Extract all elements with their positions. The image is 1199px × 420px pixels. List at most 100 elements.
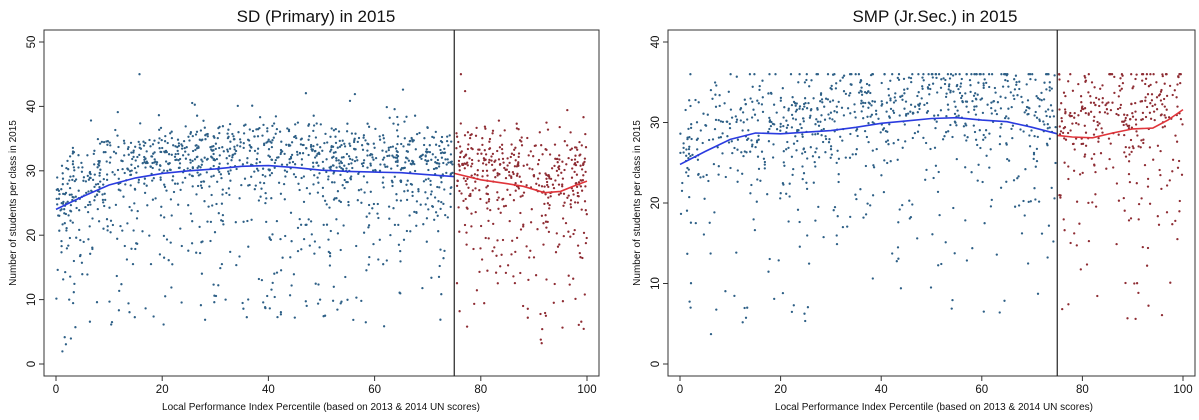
scatter-point <box>92 152 95 156</box>
scatter-point <box>1122 196 1125 200</box>
scatter-point <box>558 158 561 161</box>
scatter-point <box>785 192 788 195</box>
scatter-point <box>484 127 487 130</box>
scatter-point <box>213 231 217 234</box>
scatter-point <box>439 318 442 321</box>
scatter-point <box>308 244 311 247</box>
scatter-point <box>228 193 231 197</box>
scatter-point <box>203 318 207 321</box>
scatter-point <box>1148 202 1152 205</box>
scatter-point <box>1077 123 1080 126</box>
scatter-point <box>481 162 485 165</box>
scatter-point <box>445 171 448 175</box>
scatter-point <box>253 135 256 138</box>
scatter-point <box>114 152 118 155</box>
scatter-point <box>131 157 134 161</box>
scatter-point <box>509 155 512 159</box>
scatter-point <box>189 158 192 162</box>
scatter-point <box>1139 146 1142 149</box>
scatter-point <box>256 152 259 155</box>
scatter-point <box>242 220 245 223</box>
scatter-point <box>340 300 343 303</box>
scatter-point <box>330 181 334 184</box>
scatter-point <box>392 122 395 125</box>
scatter-point <box>239 141 242 144</box>
scatter-point <box>748 73 752 76</box>
scatter-point <box>466 164 469 167</box>
scatter-point <box>256 135 260 138</box>
scatter-point <box>251 104 254 107</box>
scatter-point <box>567 230 570 233</box>
scatter-point <box>308 192 312 195</box>
scatter-point <box>159 214 163 217</box>
scatter-point <box>209 239 212 243</box>
scatter-point <box>455 135 459 138</box>
scatter-point <box>479 224 483 228</box>
scatter-point <box>501 157 505 161</box>
scatter-point <box>1119 106 1122 110</box>
scatter-point <box>449 205 452 209</box>
scatter-point <box>325 223 329 226</box>
scatter-point <box>262 301 265 304</box>
scatter-point <box>572 232 575 236</box>
scatter-point <box>212 164 215 168</box>
scatter-point <box>1164 116 1167 119</box>
scatter-point <box>1113 75 1116 79</box>
scatter-point <box>729 166 732 170</box>
scatter-point <box>336 232 340 235</box>
scatter-point <box>400 142 403 146</box>
scatter-point <box>197 165 200 168</box>
scatter-point <box>68 179 71 182</box>
scatter-point <box>534 144 537 147</box>
scatter-point <box>575 185 579 189</box>
scatter-point <box>66 159 69 163</box>
scatter-point <box>557 174 560 177</box>
scatter-point <box>218 154 221 157</box>
scatter-point <box>170 214 173 217</box>
scatter-point <box>333 181 336 184</box>
scatter-point <box>543 311 547 315</box>
scatter-point <box>1069 129 1072 132</box>
scatter-point <box>314 136 318 139</box>
scatter-point <box>1096 294 1099 298</box>
scatter-point <box>517 155 520 159</box>
scatter-point <box>689 306 692 309</box>
scatter-point <box>316 152 319 155</box>
scatter-point <box>931 82 935 85</box>
scatter-point <box>947 85 951 88</box>
scatter-point <box>160 205 163 208</box>
scatter-point <box>268 307 271 310</box>
scatter-point <box>981 180 984 184</box>
scatter-point <box>309 220 313 223</box>
scatter-point <box>144 157 147 160</box>
scatter-point <box>219 173 223 176</box>
scatter-point <box>316 302 320 305</box>
scatter-point <box>296 153 299 156</box>
scatter-point <box>232 135 235 138</box>
scatter-point <box>340 156 344 159</box>
scatter-point <box>225 191 228 195</box>
scatter-point <box>691 153 694 157</box>
scatter-point <box>466 147 470 151</box>
scatter-point <box>462 163 465 166</box>
scatter-point <box>934 73 938 76</box>
scatter-point <box>819 120 822 123</box>
scatter-point <box>164 134 167 138</box>
scatter-point <box>266 140 269 143</box>
scatter-point <box>783 106 786 109</box>
scatter-point <box>695 121 699 124</box>
scatter-point <box>749 97 752 100</box>
scatter-point <box>687 127 690 131</box>
scatter-point <box>209 220 213 224</box>
scatter-point <box>944 131 948 134</box>
scatter-point <box>123 142 126 145</box>
scatter-point <box>982 84 985 87</box>
scatter-point <box>250 175 253 178</box>
scatter-point <box>215 157 219 161</box>
scatter-point <box>119 224 122 228</box>
scatter-point <box>133 188 137 191</box>
scatter-point <box>439 139 443 143</box>
scatter-point <box>151 198 155 201</box>
scatter-point <box>829 111 833 114</box>
scatter-point <box>756 178 759 181</box>
